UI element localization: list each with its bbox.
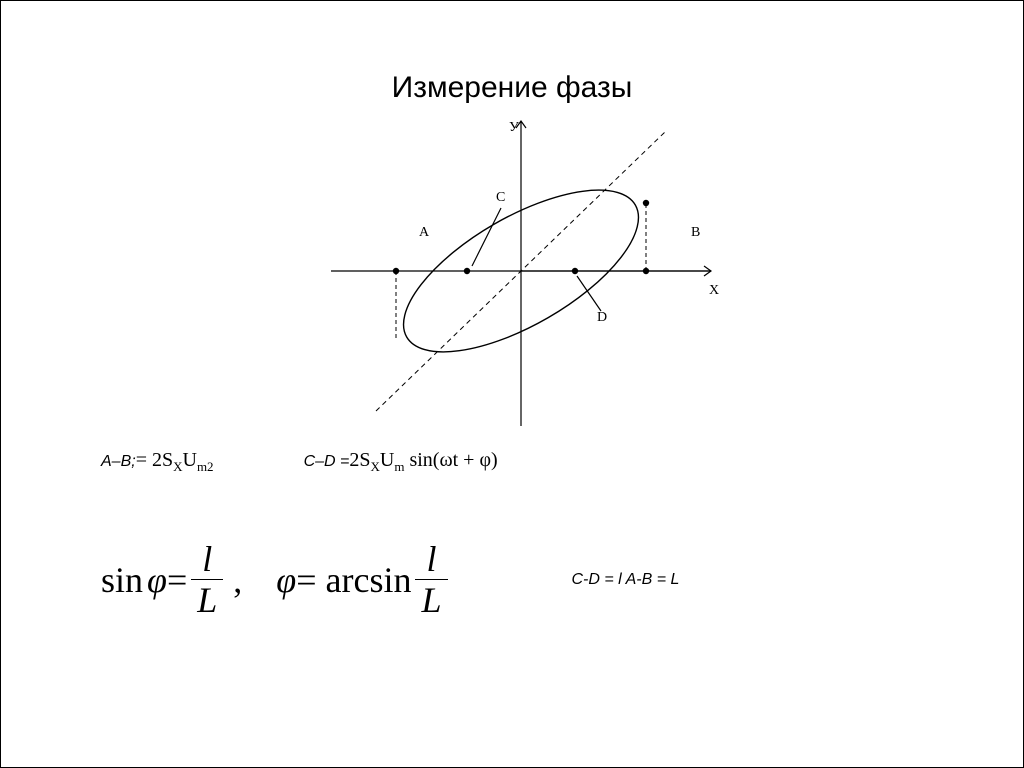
eq-arcsin: = arcsin [296, 559, 411, 601]
label-A: A [419, 225, 430, 240]
label-X: X [709, 283, 719, 298]
eq-cd-label: С–D = [304, 453, 350, 471]
point-C [464, 268, 470, 274]
eq-cd-sub1: X [370, 459, 379, 474]
label-B: B [691, 225, 700, 240]
label-C: C [496, 190, 505, 205]
eq-ab-sub2: m2 [197, 459, 214, 474]
phase-diagram: X У A B C D [301, 116, 741, 436]
eq-phi1: φ [147, 559, 167, 601]
eq-sin-phi: sin φ = l L , φ = arcsin l L [101, 541, 452, 618]
eq-ab-mid: U [182, 449, 196, 471]
point-D [572, 268, 578, 274]
page-title: Измерение фазы [1, 71, 1023, 105]
eq-comma: , [233, 559, 242, 601]
frac2-num: l [420, 541, 442, 579]
page: Измерение фазы X У A B C D [0, 0, 1024, 768]
eq-sin: sin [101, 559, 143, 601]
frac1-num: l [196, 541, 218, 579]
eq-eq1: = [167, 559, 187, 601]
frac1-den: L [191, 579, 223, 618]
eq-cd-sub2: m [394, 459, 404, 474]
eq-phi2: φ [276, 559, 296, 601]
eq-cd-tail: sin(ωt + φ) [404, 449, 497, 471]
pointer-D [577, 276, 601, 311]
frac-2: l L [415, 541, 447, 618]
equation-row-1: А–В; = 2SXUm2 С–D = 2SXUm sin(ωt + φ) [1, 449, 1023, 475]
eq-cd: С–D = 2SXUm sin(ωt + φ) [304, 449, 498, 475]
label-D: D [597, 310, 607, 325]
eq-ab: А–В; = 2SXUm2 [101, 449, 214, 475]
label-Y: У [509, 120, 519, 135]
pointer-C [472, 208, 501, 266]
eq-cd-mid: U [380, 449, 394, 471]
eq-ab-label: А–В; [101, 453, 136, 471]
equation-row-2: sin φ = l L , φ = arcsin l L C-D = l A-B… [1, 541, 1023, 618]
point-B [643, 268, 649, 274]
frac2-den: L [415, 579, 447, 618]
eq-cd-prefix: 2S [349, 449, 370, 471]
eq-ab-prefix: = 2S [136, 449, 173, 471]
point-Btop [643, 200, 649, 206]
point-A [393, 268, 399, 274]
frac-1: l L [191, 541, 223, 618]
length-definitions: C-D = l A-B = L [572, 571, 680, 589]
